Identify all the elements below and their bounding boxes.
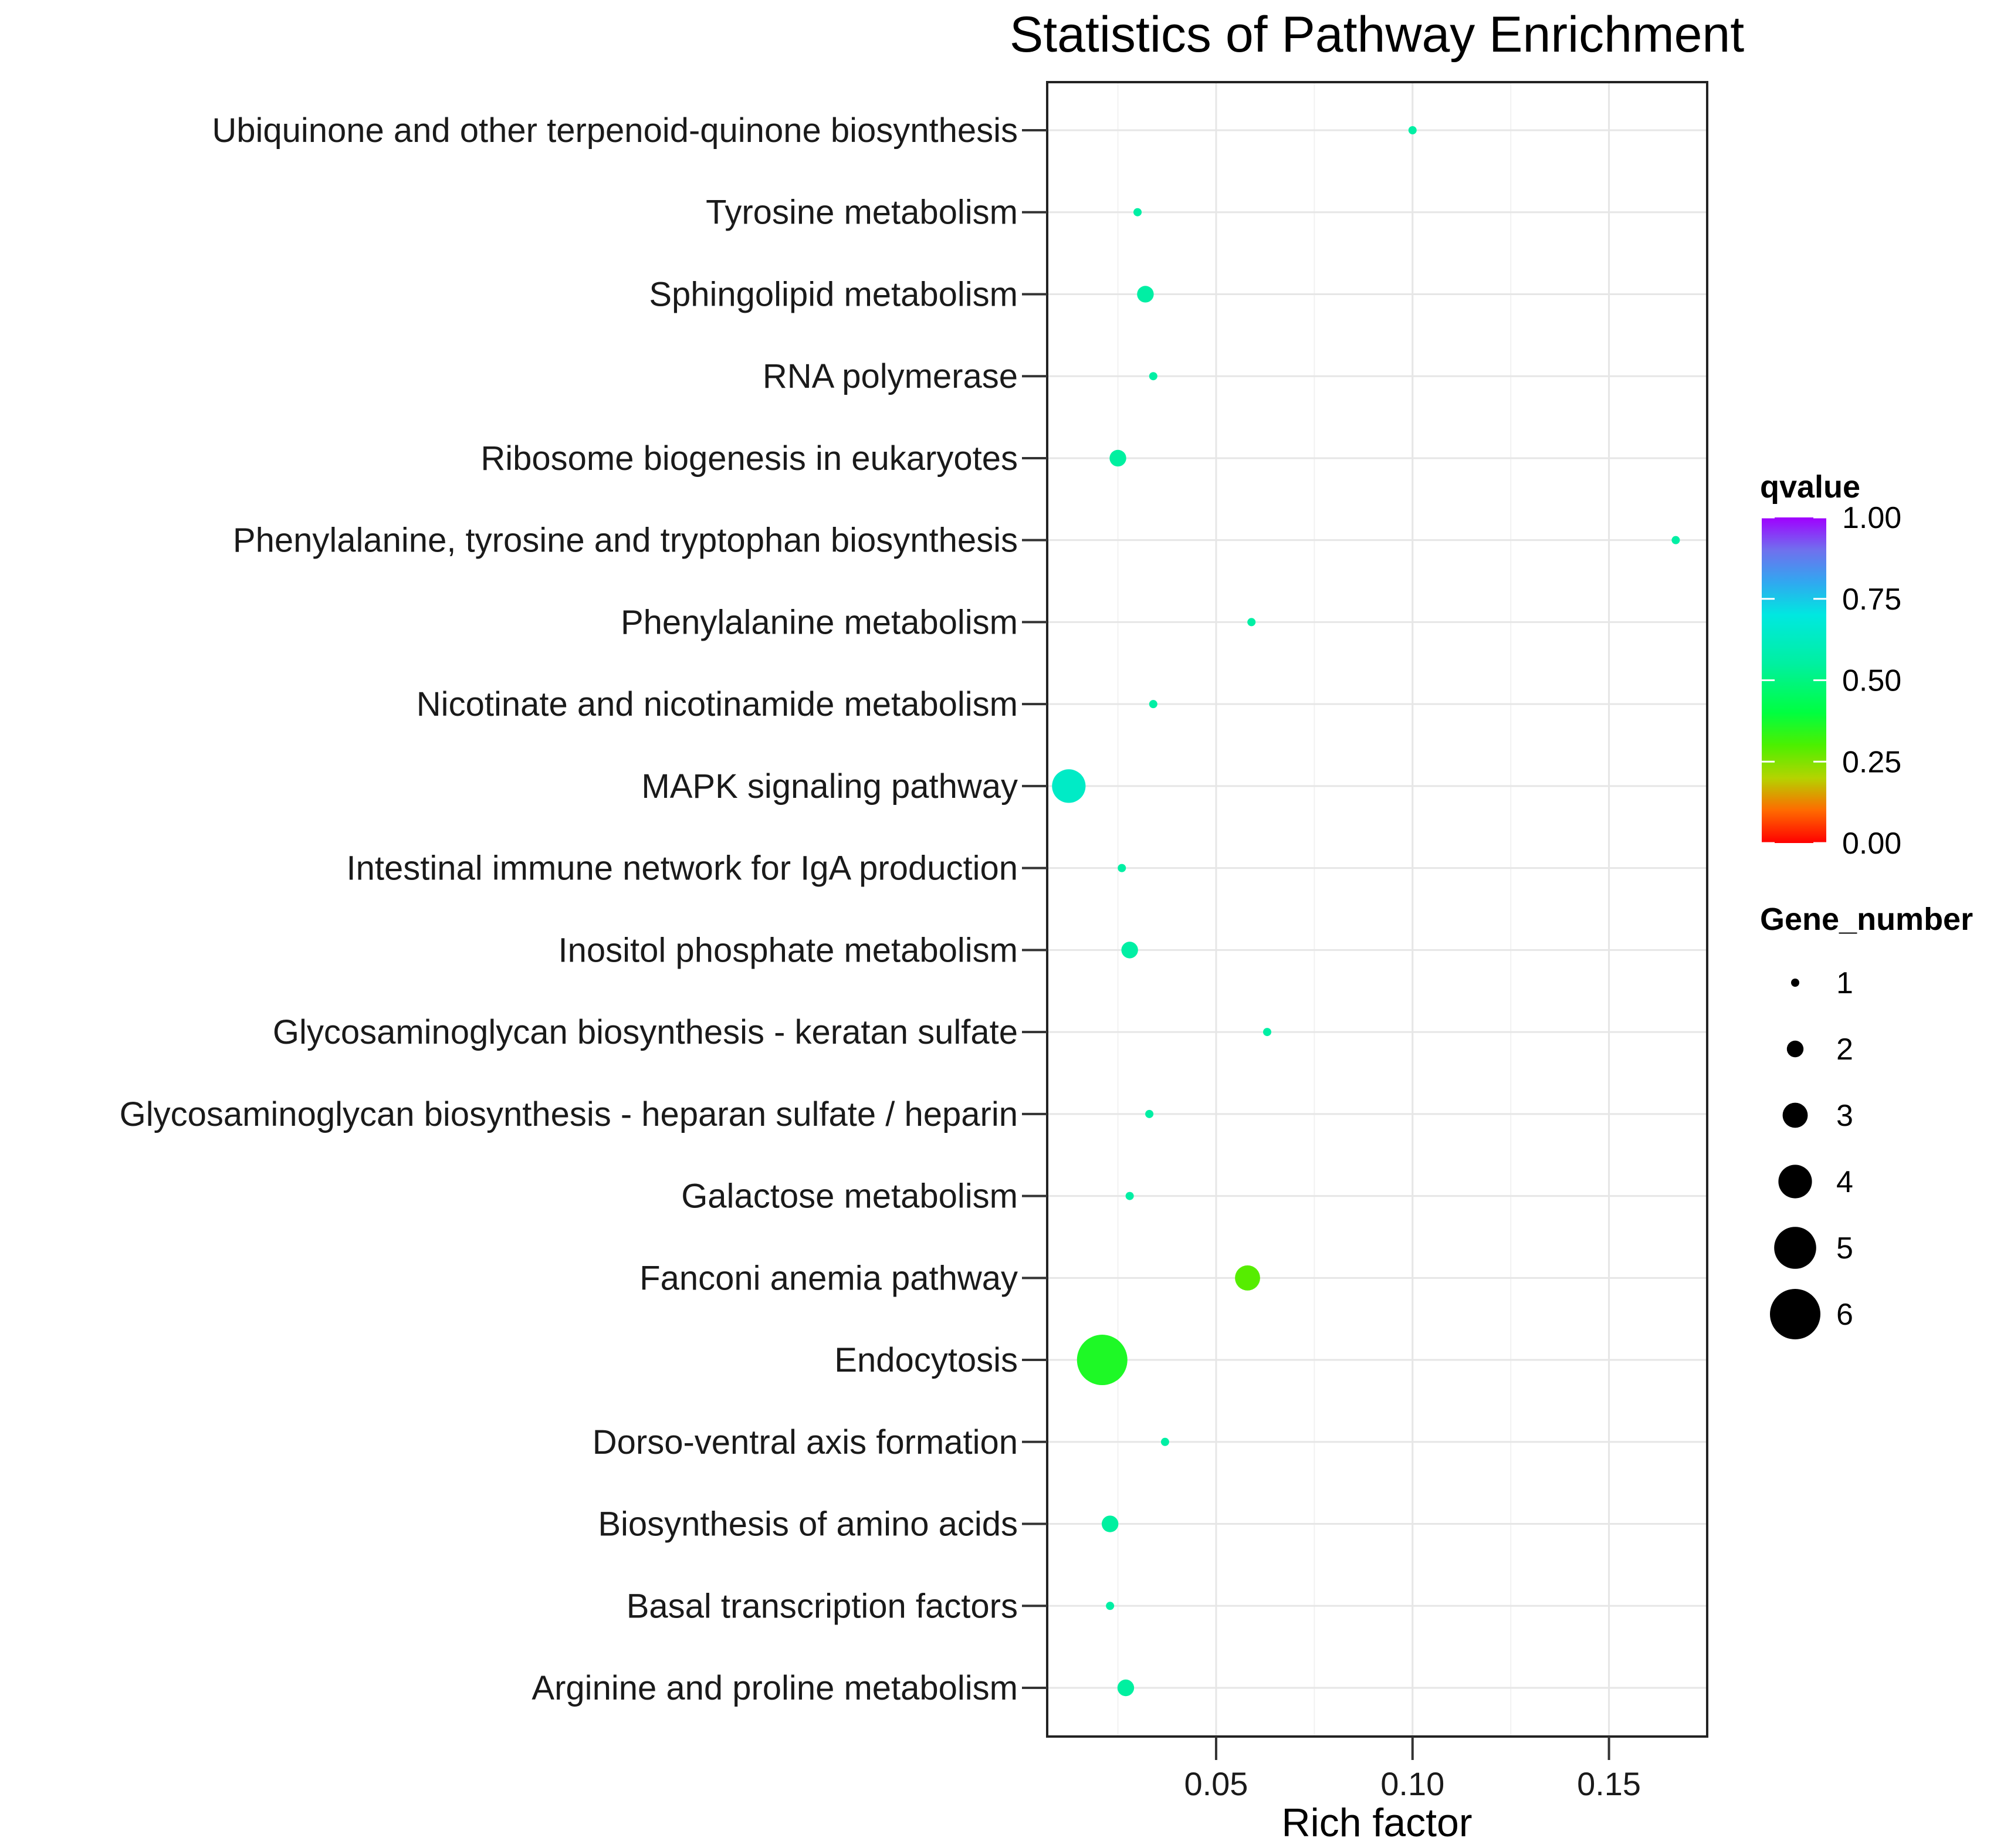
pathway-label: Dorso-ventral axis formation (593, 1423, 1018, 1461)
gene-number-key-label: 5 (1836, 1231, 1853, 1265)
data-point (1160, 1437, 1169, 1446)
pathway-label: Glycosaminoglycan biosynthesis - heparan… (120, 1095, 1018, 1133)
qvalue-tick-label: 0.75 (1842, 583, 1901, 617)
pathway-label: MAPK signaling pathway (641, 767, 1018, 805)
gene-number-key-dot (1782, 1102, 1808, 1128)
pathway-label: Arginine and proline metabolism (532, 1669, 1018, 1707)
x-tick-label: 0.10 (1380, 1765, 1444, 1802)
gene-number-keys: 1 2 3 4 5 6 (1770, 966, 1853, 1339)
pathway-label: Inositol phosphate metabolism (558, 931, 1018, 969)
plot-background (1047, 82, 1707, 1737)
gene-number-key-dot (1774, 1227, 1816, 1269)
data-point (1117, 1679, 1135, 1697)
pathway-label: Ribosome biogenesis in eukaryotes (480, 439, 1018, 478)
gene-number-key-label: 6 (1836, 1298, 1853, 1332)
data-point (1149, 700, 1157, 709)
qvalue-legend-title: qvalue (1760, 469, 1860, 505)
gene-number-key-label: 4 (1836, 1165, 1853, 1199)
qvalue-legend: qvalue 1.00 0.75 0.50 0.25 0.00 (1760, 469, 1901, 861)
qvalue-tick-label: 0.00 (1842, 827, 1901, 861)
data-point (1408, 126, 1417, 134)
gene-number-key-label: 2 (1836, 1033, 1853, 1067)
x-axis-title: Rich factor (1282, 1800, 1473, 1845)
data-point (1118, 864, 1126, 872)
gene-number-key-dot (1770, 1289, 1820, 1339)
data-point (1077, 1335, 1128, 1386)
pathway-label: Phenylalanine metabolism (621, 603, 1018, 641)
grid-lines (1047, 82, 1707, 1737)
gene-number-key-dot (1778, 1165, 1812, 1199)
data-points (1052, 126, 1680, 1697)
pathway-label: Phenylalanine, tyrosine and tryptophan b… (233, 522, 1018, 560)
data-point (1235, 1265, 1260, 1291)
gene-number-key-dot (1791, 979, 1799, 987)
pathway-label: Fanconi anemia pathway (639, 1259, 1018, 1297)
x-axis: 0.05 0.10 0.15 (1184, 1737, 1641, 1802)
pathway-label: Ubiquinone and other terpenoid-quinone b… (212, 111, 1018, 150)
data-point (1109, 449, 1126, 467)
qvalue-tick-label: 1.00 (1842, 501, 1901, 535)
pathway-label: Endocytosis (834, 1341, 1018, 1379)
pathway-label: Glycosaminoglycan biosynthesis - keratan… (273, 1013, 1018, 1051)
x-tick-label: 0.05 (1184, 1765, 1248, 1802)
gene-number-legend-title: Gene_number (1760, 902, 1973, 937)
plot-panel-border (1046, 81, 1708, 1738)
data-point (1133, 208, 1142, 216)
gene-number-key-label: 3 (1836, 1099, 1853, 1133)
gene-number-legend: Gene_number 1 2 3 4 5 6 (1760, 902, 1973, 1339)
qvalue-tick-label: 0.50 (1842, 664, 1901, 698)
gene-number-key-dot (1786, 1040, 1804, 1058)
pathway-label: Nicotinate and nicotinamide metabolism (417, 685, 1018, 723)
data-point (1671, 536, 1680, 544)
gene-number-key-label: 1 (1836, 966, 1853, 1000)
pathway-label: Sphingolipid metabolism (649, 275, 1018, 313)
pathway-label: Intestinal immune network for IgA produc… (347, 849, 1018, 888)
data-point (1125, 1192, 1134, 1200)
data-point (1247, 618, 1256, 627)
qvalue-tick-label: 0.25 (1842, 745, 1901, 779)
data-point (1145, 1109, 1154, 1118)
qvalue-ticks: 1.00 0.75 0.50 0.25 0.00 (1762, 501, 1901, 861)
data-point (1149, 372, 1157, 381)
data-point (1101, 1515, 1119, 1532)
pathway-label: Tyrosine metabolism (706, 194, 1018, 232)
x-tick-label: 0.15 (1577, 1765, 1641, 1802)
data-point (1263, 1028, 1271, 1037)
chart-title: Statistics of Pathway Enrichment (1010, 6, 1744, 63)
pathway-label: Galactose metabolism (681, 1177, 1018, 1216)
data-point (1137, 286, 1154, 303)
data-point (1121, 942, 1138, 959)
data-point (1106, 1602, 1115, 1610)
pathway-label: RNA polymerase (763, 357, 1018, 395)
pathway-labels: Ubiquinone and other terpenoid-quinone b… (120, 111, 1047, 1707)
pathway-label: Biosynthesis of amino acids (598, 1505, 1018, 1544)
data-point (1052, 769, 1086, 803)
pathway-label: Basal transcription factors (627, 1587, 1018, 1625)
